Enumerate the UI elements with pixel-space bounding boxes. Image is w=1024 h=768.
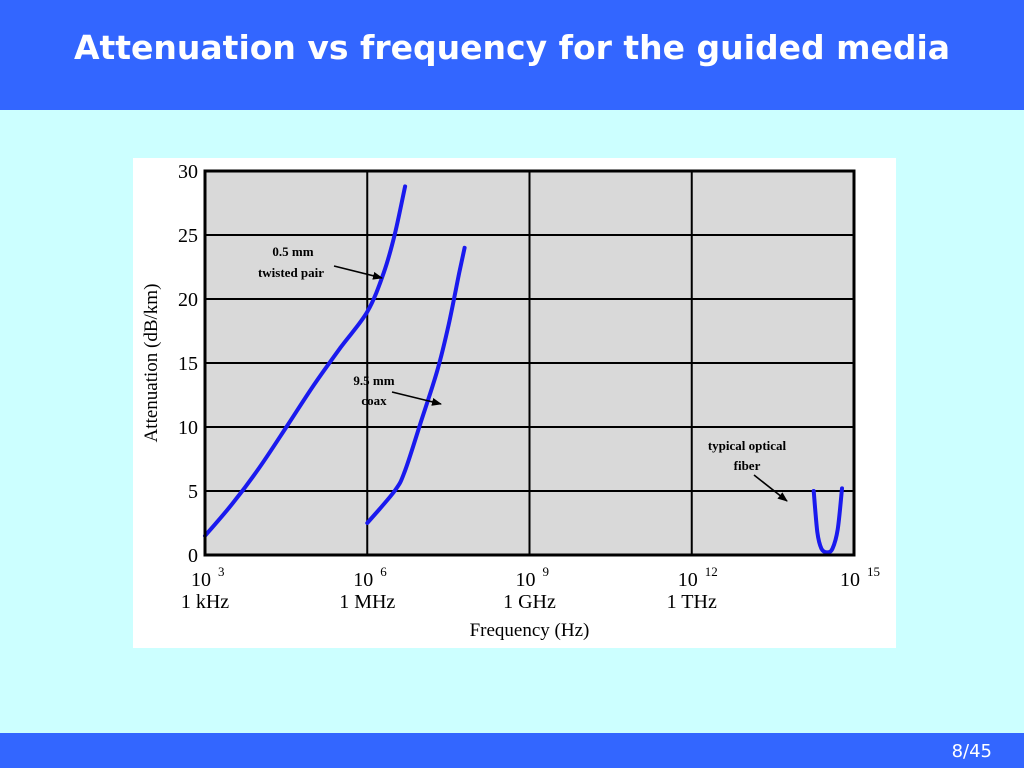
x-tick-exponent: 9 [543, 564, 550, 579]
annotation-optical-fiber-arrow [753, 474, 788, 502]
x-tick: 10 9 1 GHz [503, 564, 556, 613]
x-tick-exponent: 6 [380, 564, 387, 579]
annotation-twisted-pair-line2: twisted pair [258, 265, 324, 280]
y-tick-labels: 0 5 10 15 20 25 30 [178, 161, 198, 567]
y-tick-label: 5 [188, 481, 198, 503]
x-tick-unit-label: 1 GHz [503, 591, 556, 613]
x-tick: 10 3 1 kHz [181, 564, 229, 613]
annotation-coax: 9.5 mm coax [353, 373, 442, 408]
slide-header [0, 0, 1024, 110]
y-tick-label: 15 [178, 353, 198, 375]
x-tick-base: 10 [191, 569, 211, 591]
y-tick-label: 10 [178, 417, 198, 439]
x-tick-unit-label: 1 THz [667, 591, 717, 613]
annotation-optical-fiber: typical optical fiber [708, 438, 788, 502]
x-tick: 10 6 1 MHz [339, 564, 395, 613]
grid-lines [205, 171, 854, 555]
page-number: 8/45 [951, 741, 992, 762]
x-axis-label: Frequency (Hz) [470, 620, 590, 641]
annotation-coax-line2: coax [361, 393, 387, 408]
series-optical-fiber-line [811, 486, 844, 555]
y-tick-label: 25 [178, 225, 198, 247]
annotation-twisted-pair-arrow [333, 265, 383, 280]
annotation-optical-fiber-line1: typical optical [708, 438, 787, 453]
y-axis-label: Attenuation (dB/km) [141, 284, 162, 443]
x-tick-base: 10 [840, 569, 860, 591]
x-tick-base: 10 [353, 569, 373, 591]
y-tick-label: 30 [178, 161, 198, 183]
curves [203, 184, 844, 555]
annotation-optical-fiber-line2: fiber [734, 458, 761, 473]
x-tick-unit-label: 1 MHz [339, 591, 395, 613]
x-tick-exponent: 12 [705, 564, 718, 579]
x-tick-exponent: 3 [218, 564, 225, 579]
x-tick-exponent: 15 [867, 564, 880, 579]
annotation-coax-line1: 9.5 mm [353, 373, 394, 388]
chart-panel: 0 5 10 15 20 25 30 10 3 1 kHz 10 6 1 MHz 10 9 1 GHz 10 1… [133, 158, 896, 648]
slide-title: Attenuation vs frequency for the guided … [73, 28, 951, 67]
annotation-coax-arrow [391, 391, 442, 406]
y-tick-label: 20 [178, 289, 198, 311]
x-tick-unit-label: 1 kHz [181, 591, 229, 613]
annotation-twisted-pair: 0.5 mm twisted pair [258, 244, 383, 280]
y-tick-label: 0 [188, 545, 198, 567]
series-coax-line [365, 245, 467, 525]
plot-frame [203, 169, 856, 557]
annotation-twisted-pair-line1: 0.5 mm [272, 244, 313, 259]
slide-footer [0, 733, 1024, 768]
x-tick-base: 10 [678, 569, 698, 591]
x-tick: 10 12 1 THz [667, 564, 718, 613]
series-twisted-pair-line [203, 184, 408, 538]
x-tick-base: 10 [516, 569, 536, 591]
x-tick: 10 15 [840, 564, 880, 591]
